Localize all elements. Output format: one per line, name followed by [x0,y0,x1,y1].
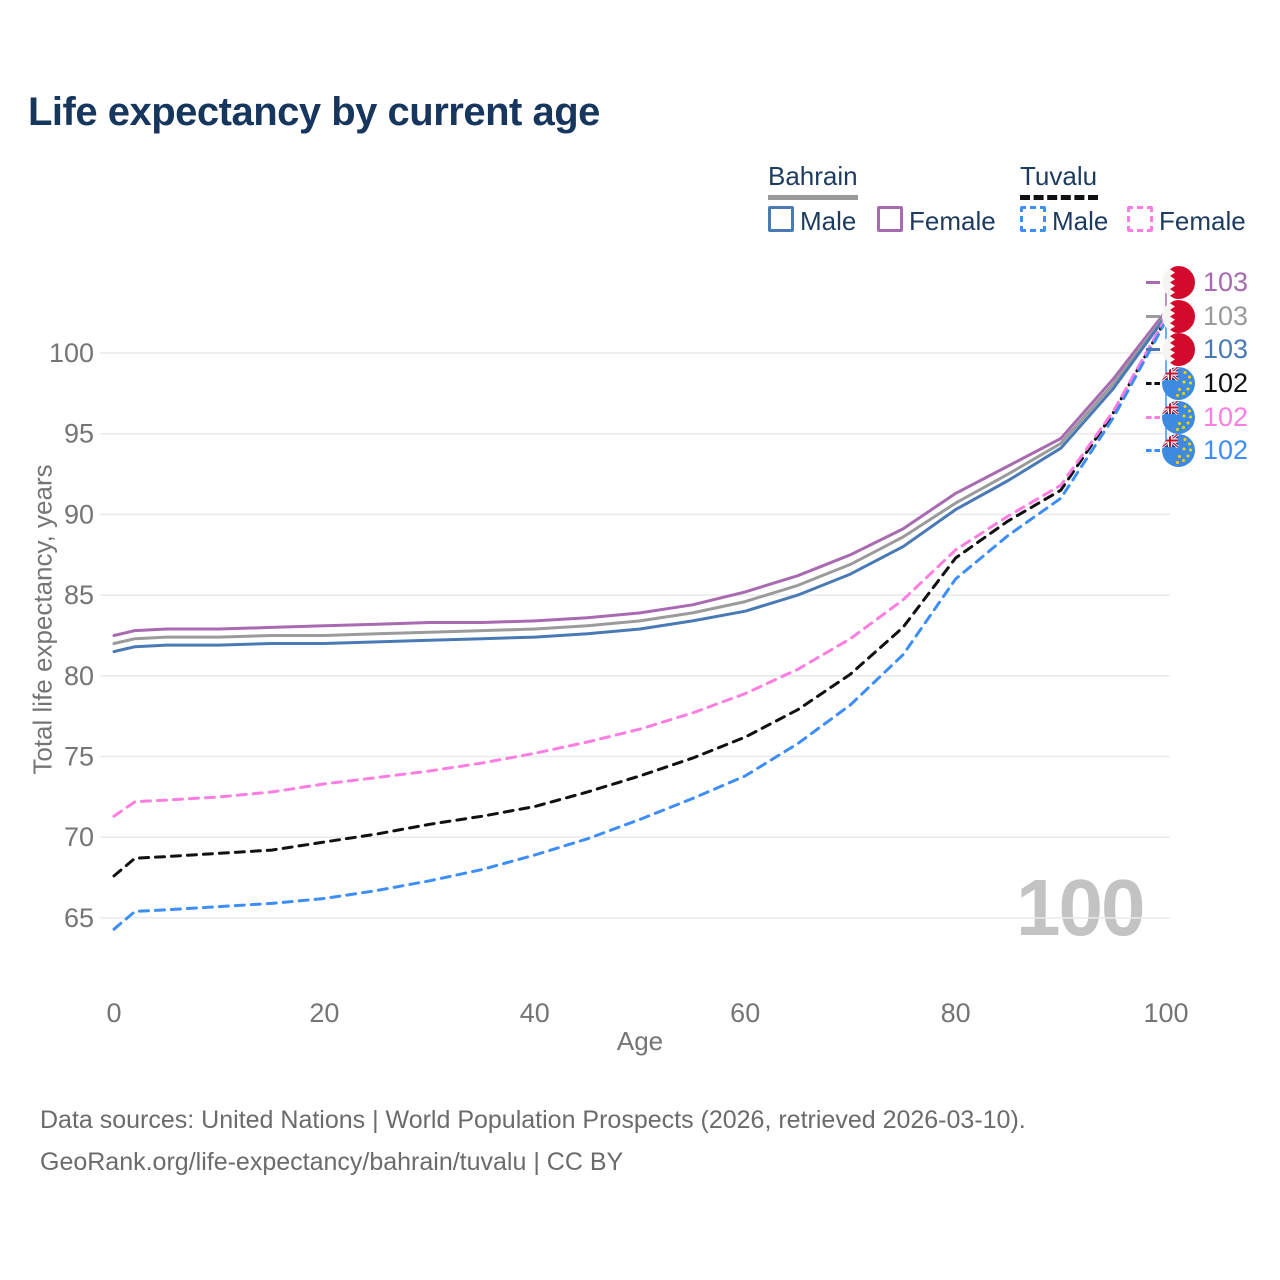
end-label-row-tuvalu-female: 102 [1146,400,1248,434]
end-value-tuvalu-female: 102 [1203,401,1249,432]
tuvalu-flag-icon [1162,434,1195,468]
end-label-row-tuvalu-male: 102 [1146,434,1248,468]
bahrain-flag-icon [1162,266,1195,300]
x-tick-60: 60 [730,998,760,1028]
legend-label-tuvalu-male[interactable]: Male [1052,206,1109,236]
footer-attribution-link: GeoRank.org/life-expectancy/bahrain/tuva… [40,1148,624,1176]
y-tick-80: 80 [64,661,94,691]
legend-checkbox-bahrain-male[interactable] [768,206,794,232]
line-chart: 65 70 75 80 85 90 95 100 0 20 40 60 80 100 [49,284,1189,1028]
series-line-tuvalu-male [112,319,1168,931]
y-tick-100: 100 [49,338,94,368]
y-tick-90: 90 [64,499,94,529]
end-label-row-bahrain-male: 103 [1146,333,1248,367]
page-title: Life expectancy by current age [28,90,600,134]
end-value-tuvalu-male: 102 [1203,435,1249,466]
series-line-bahrain-female [112,309,1168,637]
y-tick-95: 95 [64,419,94,449]
leader-stub [1146,348,1160,352]
x-tick-0: 0 [106,998,121,1028]
leader-stub [1146,415,1160,419]
legend-label-bahrain-female[interactable]: Female [909,206,996,236]
end-value-tuvalu-total: 102 [1203,368,1249,399]
x-axis-title: Age [616,1026,664,1056]
leader-stub [1146,382,1160,386]
x-tick-20: 20 [309,998,339,1028]
x-tick-100: 100 [1143,998,1188,1028]
legend-label-tuvalu-female[interactable]: Female [1159,206,1246,236]
series-line-bahrain-male [112,314,1168,654]
data-sources-text: Data sources: United Nations | World Pop… [40,1106,1026,1134]
leader-stub [1146,281,1160,285]
legend-checkbox-tuvalu-male[interactable] [1020,206,1046,232]
y-tick-70: 70 [64,822,94,852]
end-value-bahrain-male: 103 [1203,334,1249,365]
legend-checkbox-tuvalu-female[interactable] [1127,206,1153,232]
tuvalu-flag-icon [1162,400,1195,434]
series-line-tuvalu-female [112,316,1168,818]
legend-label-bahrain-male[interactable]: Male [800,206,857,236]
tuvalu-flag-icon [1162,367,1195,401]
legend-group-bahrain: Bahrain [768,161,858,191]
end-label-row-bahrain-total: 103 [1146,299,1249,334]
end-value-bahrain-female: 103 [1203,267,1249,298]
legend-checkbox-bahrain-female[interactable] [877,206,903,232]
x-tick-80: 80 [941,998,971,1028]
leader-stub [1146,314,1160,318]
age-counter-watermark: 100 [1016,863,1145,952]
leader-stub [1146,449,1160,453]
y-tick-85: 85 [64,580,94,610]
x-tick-40: 40 [520,998,550,1028]
end-label-row-tuvalu-total: 102 [1146,367,1248,401]
end-label-row-bahrain-female: 103 [1146,266,1248,300]
bahrain-flag-icon [1162,299,1195,333]
y-tick-65: 65 [64,903,94,933]
bahrain-flag-icon [1162,333,1195,367]
legend-group-tuvalu: Tuvalu [1020,161,1098,191]
y-tick-75: 75 [64,742,94,772]
end-value-bahrain-total: 103 [1203,300,1249,331]
series-line-tuvalu-total [112,317,1168,878]
legend-underline-tuvalu [1020,195,1098,200]
series-end-labels: 103 103 103 102 102 102 [1146,266,1248,468]
legend-underline-bahrain [768,195,858,200]
series-line-bahrain-total [112,312,1168,645]
